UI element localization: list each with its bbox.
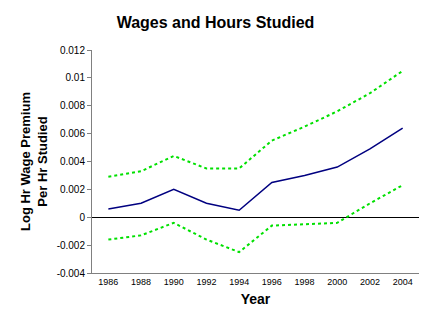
svg-text:2002: 2002 xyxy=(360,277,380,287)
svg-text:0.006: 0.006 xyxy=(60,128,85,139)
svg-text:0.012: 0.012 xyxy=(60,45,85,56)
svg-text:0: 0 xyxy=(79,212,85,223)
svg-text:1986: 1986 xyxy=(98,277,118,287)
svg-text:2000: 2000 xyxy=(327,277,347,287)
svg-text:Log Hr Wage PremiumPer Hr Stud: Log Hr Wage PremiumPer Hr Studied xyxy=(18,92,50,231)
svg-text:2004: 2004 xyxy=(393,277,413,287)
svg-text:0.01: 0.01 xyxy=(66,72,86,83)
svg-text:Year: Year xyxy=(241,291,271,307)
svg-text:1990: 1990 xyxy=(164,277,184,287)
svg-text:1996: 1996 xyxy=(262,277,282,287)
svg-text:-0.002: -0.002 xyxy=(57,240,86,251)
svg-text:1998: 1998 xyxy=(295,277,315,287)
svg-text:Wages and Hours Studied: Wages and Hours Studied xyxy=(117,14,315,31)
svg-text:1992: 1992 xyxy=(196,277,216,287)
svg-text:0.002: 0.002 xyxy=(60,184,85,195)
svg-text:0.004: 0.004 xyxy=(60,156,85,167)
svg-text:-0.004: -0.004 xyxy=(57,268,86,279)
svg-text:1988: 1988 xyxy=(131,277,151,287)
svg-text:0.008: 0.008 xyxy=(60,100,85,111)
svg-text:1994: 1994 xyxy=(229,277,249,287)
